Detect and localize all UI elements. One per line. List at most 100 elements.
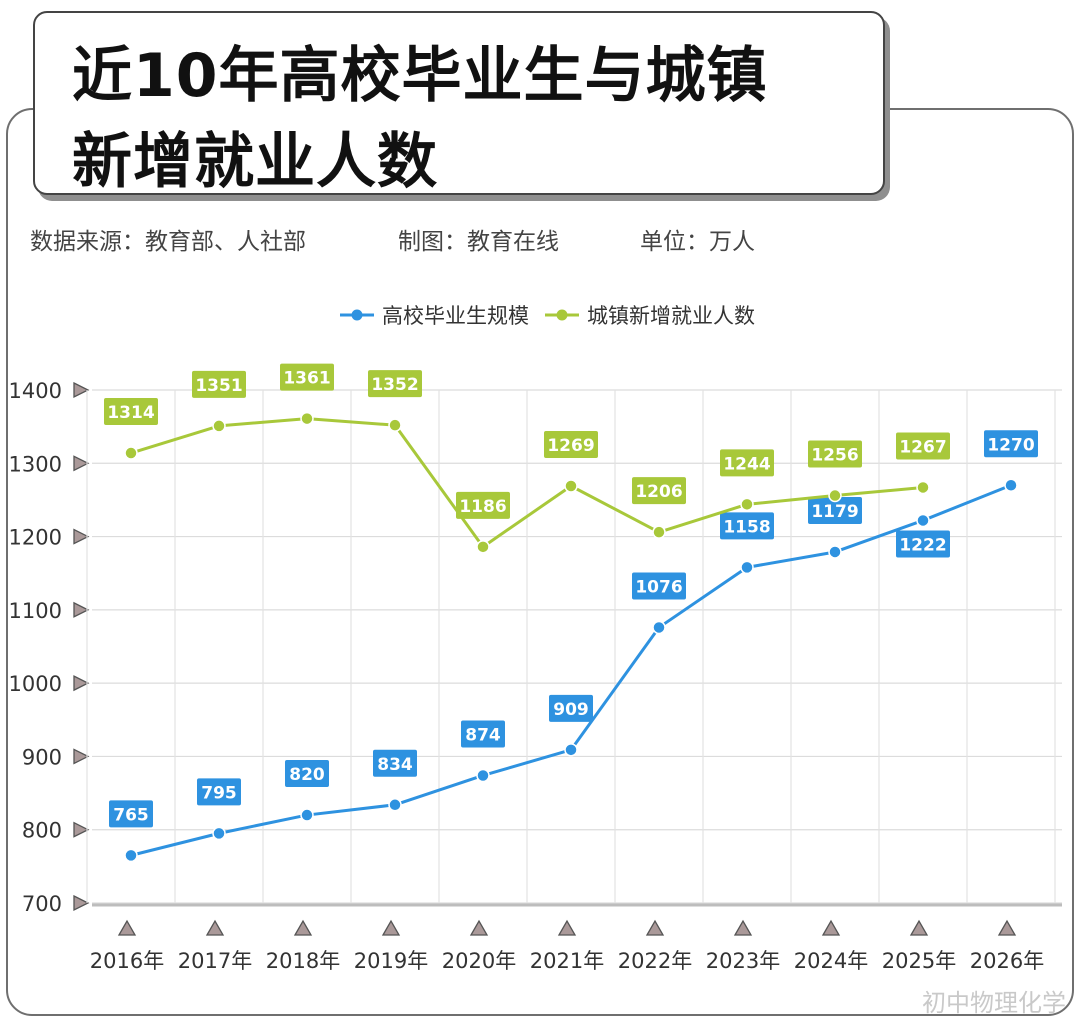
data-label-box <box>544 431 598 459</box>
data-label: 874 <box>465 725 501 745</box>
x-tick-label: 2024年 <box>794 949 868 973</box>
y-tick-label: 1100 <box>9 599 62 623</box>
unit-label: 单位：万人 <box>640 229 755 255</box>
legend-marker <box>351 309 363 321</box>
data-point <box>916 480 930 495</box>
x-tick-arrow <box>997 919 1017 936</box>
data-point <box>740 497 754 512</box>
legend-marker <box>556 309 568 321</box>
x-tick-label: 2023年 <box>706 949 780 973</box>
y-tick-arrow <box>73 455 90 472</box>
data-point <box>1004 478 1018 493</box>
data-label-box <box>808 496 862 524</box>
series-line <box>130 417 924 549</box>
data-point <box>476 768 490 783</box>
data-label: 1270 <box>987 435 1034 455</box>
y-tick-label: 800 <box>22 819 62 843</box>
data-label: 1314 <box>107 403 154 423</box>
chart-title-line1: 近10年高校毕业生与城镇 <box>72 41 768 111</box>
watermark: 初中物理化学 <box>922 989 1066 1017</box>
x-tick-label: 2026年 <box>970 949 1044 973</box>
data-label-box <box>280 363 334 391</box>
data-label: 1361 <box>283 369 330 389</box>
chart-maker: 制图：教育在线 <box>398 229 559 255</box>
data-label: 834 <box>377 755 413 775</box>
x-tick-arrow <box>205 919 225 936</box>
data-label: 1269 <box>547 436 594 456</box>
data-label-box <box>197 778 241 806</box>
data-label-box <box>896 530 950 558</box>
x-tick-label: 2021年 <box>530 949 604 973</box>
data-point <box>828 545 842 559</box>
data-label: 1244 <box>723 454 770 474</box>
x-tick-arrow <box>381 919 401 936</box>
chart-frame <box>6 108 1074 1016</box>
data-label: 1351 <box>195 376 242 396</box>
x-tick-label: 2022年 <box>618 949 692 973</box>
data-label-box <box>285 760 329 788</box>
data-label-box <box>632 572 686 600</box>
data-point <box>300 411 314 426</box>
data-point <box>124 446 138 460</box>
data-label-box <box>461 720 505 748</box>
title-box: 近10年高校毕业生与城镇 新增就业人数 <box>33 11 885 197</box>
data-label-box <box>896 432 950 460</box>
data-point <box>652 620 666 635</box>
data-label-box <box>632 477 686 505</box>
x-tick-arrow <box>733 919 753 936</box>
data-label: 795 <box>201 783 237 803</box>
data-label: 820 <box>289 765 325 785</box>
data-point <box>476 540 490 554</box>
y-tick-label: 1400 <box>9 379 62 403</box>
data-label: 1206 <box>635 482 682 502</box>
x-tick-label: 2020年 <box>442 949 516 973</box>
data-point <box>916 513 930 528</box>
x-tick-label: 2018年 <box>266 949 340 973</box>
data-label-box <box>984 430 1038 458</box>
data-point <box>212 826 226 841</box>
data-point <box>828 488 842 503</box>
x-tick-arrow <box>117 919 137 936</box>
data-label: 909 <box>553 700 589 720</box>
data-label: 1179 <box>811 502 858 522</box>
data-label-box <box>808 440 862 468</box>
y-tick-label: 1000 <box>9 672 62 696</box>
y-tick-label: 1300 <box>9 452 62 476</box>
data-point <box>212 419 226 433</box>
data-label: 1222 <box>899 535 946 555</box>
data-point <box>388 798 402 812</box>
data-label-box <box>456 491 510 519</box>
data-point <box>564 743 578 757</box>
y-tick-label: 900 <box>22 745 62 769</box>
data-label: 765 <box>113 805 149 825</box>
x-tick-label: 2025年 <box>882 949 956 973</box>
y-tick-arrow <box>73 821 90 838</box>
data-label-box <box>373 749 417 777</box>
x-tick-label: 2019年 <box>354 949 428 973</box>
data-label-box <box>549 694 593 722</box>
data-label: 1076 <box>635 577 682 597</box>
data-point <box>388 418 402 432</box>
data-point <box>124 848 138 863</box>
x-tick-arrow <box>469 919 489 936</box>
legend-label: 高校毕业生规模 <box>382 304 529 328</box>
y-tick-arrow <box>73 748 90 765</box>
data-label: 1256 <box>811 446 858 466</box>
chart-title-line2: 新增就业人数 <box>72 127 438 197</box>
data-source: 数据来源：教育部、人社部 <box>30 229 306 255</box>
data-label-box <box>720 449 774 477</box>
x-tick-arrow <box>557 919 577 936</box>
data-point <box>564 479 578 493</box>
y-tick-arrow <box>73 601 90 618</box>
y-tick-label: 1200 <box>9 526 62 550</box>
data-point <box>300 808 314 822</box>
x-tick-label: 2016年 <box>90 949 164 973</box>
data-label-box <box>720 512 774 540</box>
y-tick-arrow <box>73 381 90 399</box>
y-tick-arrow <box>73 528 90 545</box>
data-label-box <box>109 800 153 828</box>
x-tick-arrow <box>293 919 313 936</box>
legend-label: 城镇新增就业人数 <box>587 304 755 328</box>
data-point <box>740 560 754 575</box>
